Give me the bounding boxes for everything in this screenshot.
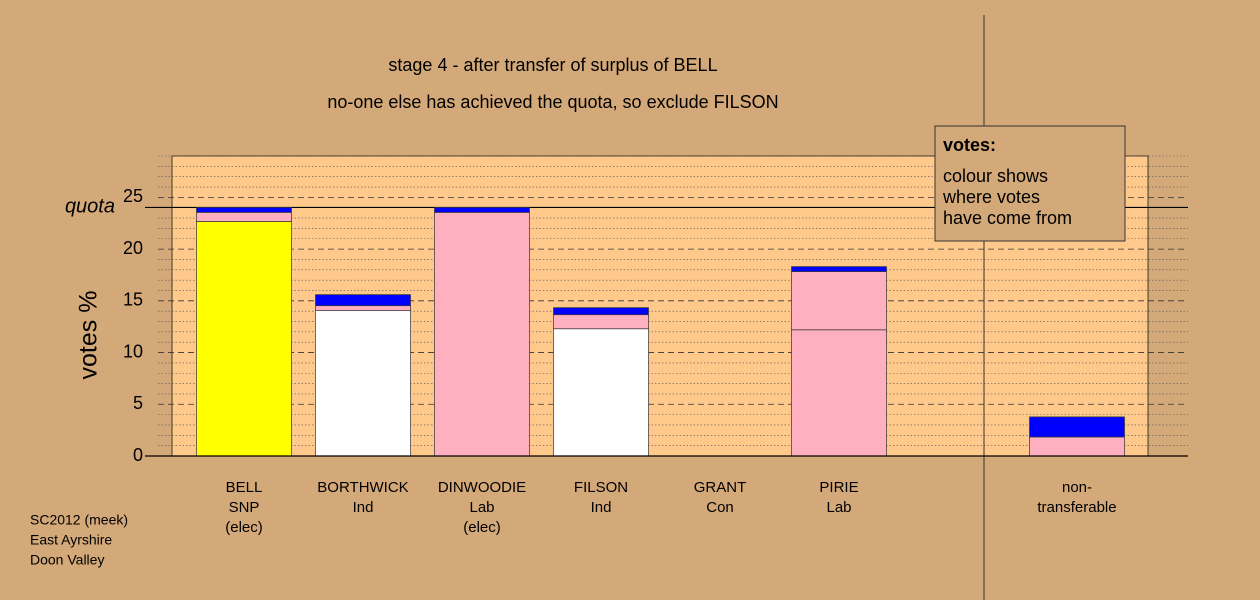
note-box <box>934 125 1126 242</box>
bar-segment <box>553 314 649 330</box>
y-tick-label: 20 <box>123 238 143 258</box>
bar-segment <box>434 212 530 457</box>
bar-segment <box>791 329 887 457</box>
y-tick-label: 25 <box>123 186 143 206</box>
footer-line: East Ayrshire <box>30 532 112 548</box>
bar-segment <box>791 271 887 331</box>
chart-title: stage 4 - after transfer of surplus of B… <box>388 55 717 75</box>
bar-segment <box>434 207 530 213</box>
x-tick-label: (elec) <box>463 519 501 536</box>
x-tick-label: BELL <box>226 479 263 496</box>
bar-segment <box>553 307 649 316</box>
bar-segment <box>315 310 411 457</box>
bar-segment <box>196 207 292 213</box>
bar-segment <box>1029 436 1125 457</box>
bar-segment <box>196 212 292 222</box>
bar-segment <box>315 294 411 307</box>
y-tick-label: 5 <box>133 393 143 413</box>
x-tick-label: Lab <box>826 499 851 516</box>
y-tick-label: 0 <box>133 445 143 465</box>
x-tick-label: non- <box>1062 479 1092 496</box>
note-line: where votes <box>942 187 1040 207</box>
y-tick-label: 15 <box>123 290 143 310</box>
x-tick-label: Con <box>706 499 734 516</box>
bar-segment <box>553 328 649 457</box>
x-tick-label: FILSON <box>574 479 628 496</box>
note-line: colour shows <box>943 166 1048 186</box>
x-tick-label: Lab <box>469 499 494 516</box>
x-tick-label: SNP <box>229 499 260 516</box>
x-tick-label: PIRIE <box>819 479 858 496</box>
x-tick-label: Ind <box>591 499 612 516</box>
note-line: have come from <box>943 208 1072 228</box>
footer-line: SC2012 (meek) <box>30 512 128 528</box>
chart-subtitle: no-one else has achieved the quota, so e… <box>327 92 778 112</box>
x-tick-label: BORTHWICK <box>317 479 408 496</box>
x-tick-label: GRANT <box>694 479 747 496</box>
x-tick-label: Ind <box>353 499 374 516</box>
bar-segment <box>196 221 292 457</box>
x-tick-label: DINWOODIE <box>438 479 526 496</box>
quota-label: quota <box>65 196 115 218</box>
bar-segment <box>1029 416 1125 438</box>
footer-line: Doon Valley <box>30 552 104 568</box>
x-tick-label: (elec) <box>225 519 263 536</box>
note-heading: votes: <box>943 135 996 155</box>
y-axis-label: votes % <box>75 291 103 380</box>
x-tick-label: transferable <box>1037 499 1116 516</box>
bar-segment <box>791 266 887 272</box>
bar-segment <box>315 305 411 312</box>
y-tick-label: 10 <box>123 341 143 361</box>
